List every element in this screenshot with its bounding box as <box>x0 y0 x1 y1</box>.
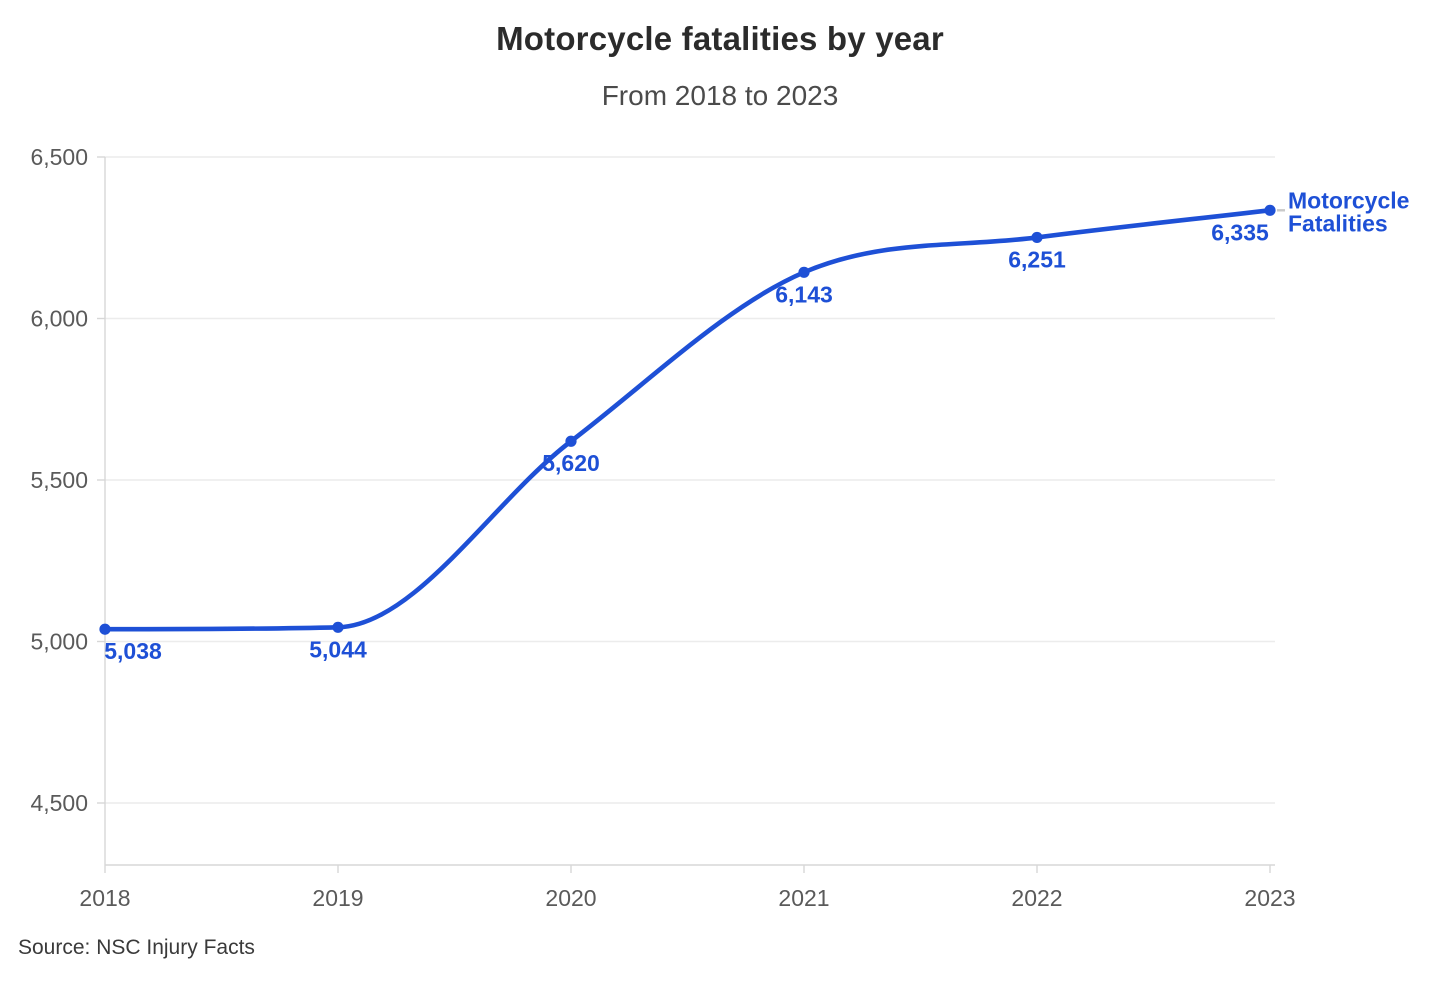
series-name-label: Fatalities <box>1288 210 1388 236</box>
x-axis-tick-label: 2023 <box>1244 885 1295 911</box>
y-axis-tick-label: 5,500 <box>30 467 88 493</box>
data-point-label: 5,038 <box>104 638 162 664</box>
data-point-label: 6,335 <box>1211 219 1269 245</box>
source-note: Source: NSC Injury Facts <box>18 936 255 959</box>
data-point-label: 5,620 <box>542 450 600 476</box>
y-axis-tick-label: 5,000 <box>30 629 88 655</box>
y-axis-tick-label: 6,500 <box>30 144 88 170</box>
series-line <box>102 207 1273 632</box>
data-point-label: 5,044 <box>309 636 367 662</box>
y-axis-tick-label: 6,000 <box>30 306 88 332</box>
x-axis-tick-label: 2021 <box>778 885 829 911</box>
data-point-label: 6,143 <box>775 281 833 307</box>
x-axis-tick-label: 2018 <box>79 885 130 911</box>
data-point-marker <box>565 435 577 447</box>
y-axis-tick-label: 4,500 <box>30 790 88 816</box>
series-name-label: Motorcycle <box>1288 187 1409 213</box>
chart-title: Motorcycle fatalities by year <box>496 20 944 57</box>
x-axis-tick-label: 2020 <box>545 885 596 911</box>
data-point-marker <box>798 266 810 278</box>
data-point-marker <box>1031 231 1043 244</box>
data-point-marker <box>99 623 111 635</box>
chart-subtitle: From 2018 to 2023 <box>601 80 839 111</box>
x-axis-tick-label: 2019 <box>312 885 363 911</box>
data-point-marker <box>332 621 344 633</box>
x-axis-tick-label: 2022 <box>1011 885 1062 911</box>
data-point-marker <box>1264 204 1276 216</box>
data-point-label: 6,251 <box>1008 246 1066 272</box>
